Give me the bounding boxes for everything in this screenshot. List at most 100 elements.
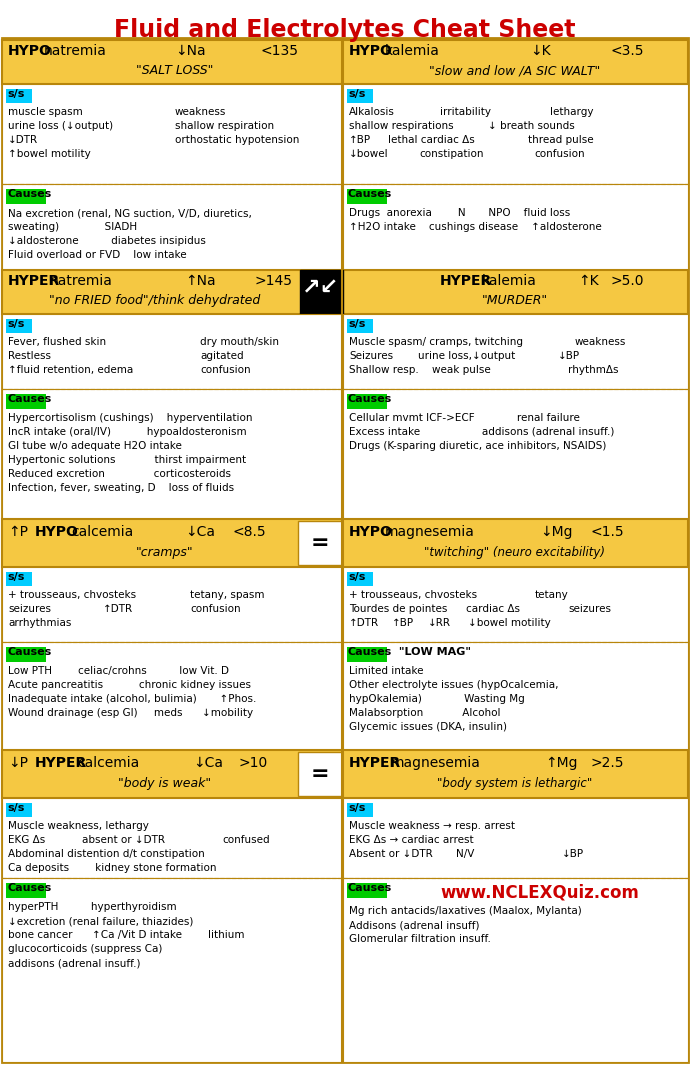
Bar [2, 84, 343, 184]
Text: weak pulse: weak pulse [432, 365, 491, 375]
Bar [2, 750, 343, 798]
Text: HYPO: HYPO [8, 44, 52, 58]
Text: Tourdes de pointes: Tourdes de pointes [349, 604, 447, 614]
Text: agitated: agitated [200, 351, 244, 361]
Text: Fever, flushed skin: Fever, flushed skin [8, 337, 106, 348]
Text: ↓BP: ↓BP [562, 849, 584, 859]
Text: Mg rich antacids/laxatives (Maalox, Mylanta): Mg rich antacids/laxatives (Maalox, Myla… [349, 906, 582, 916]
Text: =: = [310, 533, 329, 553]
Text: ↓P: ↓P [8, 756, 28, 770]
Text: confusion: confusion [200, 365, 250, 375]
Text: cardiac Δs: cardiac Δs [466, 604, 520, 614]
Text: magnesemia: magnesemia [385, 524, 475, 539]
Bar [6, 319, 32, 333]
Text: Acute pancreatitis           chronic kidney issues: Acute pancreatitis chronic kidney issues [8, 680, 251, 690]
Bar [300, 270, 343, 314]
Text: addisons (adrenal insuff.): addisons (adrenal insuff.) [8, 958, 141, 968]
Bar [6, 803, 32, 817]
Bar [2, 567, 343, 642]
Text: HYPER: HYPER [349, 756, 402, 770]
Text: bone cancer      ↑Ca /Vit D intake        lithium: bone cancer ↑Ca /Vit D intake lithium [8, 930, 244, 940]
Text: Hypertonic solutions            thirst impairment: Hypertonic solutions thirst impairment [8, 455, 246, 465]
Text: Limited intake: Limited intake [349, 666, 424, 676]
Bar [2, 314, 343, 389]
Bar [6, 883, 46, 898]
Text: HYPO: HYPO [349, 524, 393, 539]
Text: dry mouth/skin: dry mouth/skin [200, 337, 279, 348]
Bar [343, 798, 688, 878]
Text: Causes: Causes [348, 394, 392, 404]
Text: weakness: weakness [575, 337, 627, 348]
Text: Inadequate intake (alcohol, bulimia)       ↑Phos.: Inadequate intake (alcohol, bulimia) ↑Ph… [8, 694, 257, 704]
Bar [2, 519, 343, 567]
Text: + trousseaus, chvosteks: + trousseaus, chvosteks [349, 589, 477, 600]
Text: urine loss (↓output): urine loss (↓output) [8, 122, 113, 131]
Text: lethargy: lethargy [550, 107, 593, 117]
Text: "slow and low /A SIC WALT": "slow and low /A SIC WALT" [429, 64, 600, 77]
Text: s/s: s/s [7, 803, 24, 813]
Text: Ca deposits        kidney stone formation: Ca deposits kidney stone formation [8, 863, 217, 873]
Bar [347, 647, 387, 662]
Bar [2, 389, 343, 519]
Text: ↑BP: ↑BP [392, 618, 414, 628]
Text: ↓aldosterone          diabetes insipidus: ↓aldosterone diabetes insipidus [8, 236, 206, 246]
Text: ↑DTR: ↑DTR [349, 618, 379, 628]
Text: thread pulse: thread pulse [528, 135, 593, 145]
Bar [347, 394, 387, 409]
Text: ↓RR: ↓RR [428, 618, 451, 628]
Text: Alkalosis: Alkalosis [349, 107, 395, 117]
Text: absent or ↓DTR: absent or ↓DTR [82, 835, 165, 845]
Text: Absent or ↓DTR: Absent or ↓DTR [349, 849, 433, 859]
Bar [6, 572, 32, 586]
Text: ↓excretion (renal failure, thiazides): ↓excretion (renal failure, thiazides) [8, 916, 193, 926]
Text: ↓BP: ↓BP [558, 351, 580, 361]
Text: Causes: Causes [7, 883, 51, 893]
Text: calcemia: calcemia [77, 756, 139, 770]
Bar [343, 519, 688, 567]
Bar [343, 567, 688, 642]
Text: ↓Ca: ↓Ca [185, 524, 215, 539]
Text: EKG Δs: EKG Δs [8, 835, 46, 845]
Text: Cellular mvmt ICF->ECF             renal failure: Cellular mvmt ICF->ECF renal failure [349, 413, 580, 423]
Text: Shallow resp.: Shallow resp. [349, 365, 419, 375]
Bar [2, 270, 343, 314]
Text: s/s: s/s [348, 88, 366, 99]
Text: Malabsorption            Alcohol: Malabsorption Alcohol [349, 708, 500, 718]
Text: www.NCLEXQuiz.com: www.NCLEXQuiz.com [440, 883, 639, 901]
Text: <3.5: <3.5 [610, 44, 644, 58]
Bar [343, 878, 688, 1062]
Bar [6, 88, 32, 103]
Text: confusion: confusion [190, 604, 241, 614]
Text: Other electrolyte issues (hypOcalcemia,: Other electrolyte issues (hypOcalcemia, [349, 680, 558, 690]
Text: seizures: seizures [8, 604, 51, 614]
Bar [343, 314, 688, 389]
Text: ↓DTR: ↓DTR [8, 135, 38, 145]
Text: Infection, fever, sweating, D    loss of fluids: Infection, fever, sweating, D loss of fl… [8, 483, 234, 492]
Text: orthostatic hypotension: orthostatic hypotension [175, 135, 299, 145]
Bar [343, 184, 688, 270]
Bar [343, 41, 688, 84]
Text: Addisons (adrenal insuff): Addisons (adrenal insuff) [349, 920, 480, 930]
Text: calcemia: calcemia [71, 524, 133, 539]
Bar [343, 642, 688, 750]
Text: ↑DTR: ↑DTR [103, 604, 133, 614]
Text: <135: <135 [260, 44, 298, 58]
Text: "SALT LOSS": "SALT LOSS" [137, 64, 214, 77]
Bar [347, 319, 373, 333]
Text: >5.0: >5.0 [610, 274, 644, 288]
Bar [6, 394, 46, 409]
Bar [347, 803, 373, 817]
Text: ↑Na: ↑Na [185, 274, 215, 288]
Text: magnesemia: magnesemia [391, 756, 481, 770]
Text: Drugs  anorexia        N       NPO    fluid loss: Drugs anorexia N NPO fluid loss [349, 208, 570, 219]
Text: tetany, spasm: tetany, spasm [190, 589, 264, 600]
Text: Causes: Causes [348, 883, 392, 893]
Text: Seizures: Seizures [349, 351, 393, 361]
Text: confused: confused [222, 835, 270, 845]
Bar [2, 41, 343, 84]
Text: Causes: Causes [7, 647, 51, 657]
Bar [6, 189, 46, 204]
Text: Fluid and Electrolytes Cheat Sheet: Fluid and Electrolytes Cheat Sheet [115, 18, 575, 42]
Bar [298, 521, 342, 565]
Text: "LOW MAG": "LOW MAG" [395, 647, 471, 657]
